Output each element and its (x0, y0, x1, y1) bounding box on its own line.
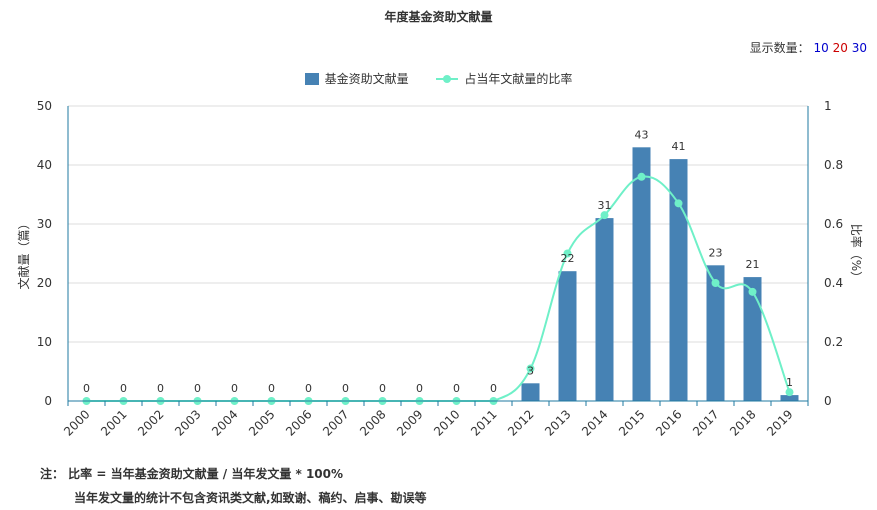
y-axis-title: 文献量（篇） (16, 217, 31, 289)
chart-title: 年度基金资助文献量 (384, 10, 493, 24)
y-tick-label: 10 (37, 335, 52, 349)
x-tick-label: 2008 (357, 407, 388, 438)
x-tick-label: 2007 (320, 407, 351, 438)
y-tick-label: 50 (37, 99, 52, 113)
bar-series (521, 147, 799, 401)
bar (706, 265, 725, 401)
x-tick-label: 2009 (394, 407, 425, 438)
bar (780, 395, 799, 401)
y2-tick-label: 0.6 (824, 217, 843, 231)
legend-bar-swatch-icon (304, 72, 319, 85)
bar-value-label: 0 (342, 382, 349, 395)
footnote-exclusion: 当年发文量的统计不包含资讯类文献,如致谢、稿约、启事、勘误等 (74, 491, 427, 505)
y-tick-label: 40 (37, 158, 52, 172)
bar-value-label: 22 (561, 252, 575, 265)
y2-tick-label: 1 (824, 99, 832, 113)
bar-value-label: 1 (786, 376, 793, 389)
bar-value-label: 43 (635, 128, 649, 141)
bar (743, 277, 762, 401)
display-count-label: 显示数量： (749, 41, 810, 55)
x-tick-label: 2018 (727, 407, 758, 438)
ratio-point (637, 172, 646, 181)
bar-value-label: 0 (120, 382, 127, 395)
bar-value-label: 21 (746, 258, 760, 271)
bar-value-label: 0 (416, 382, 423, 395)
x-tick-label: 2010 (431, 407, 462, 438)
bar-value-label: 0 (379, 382, 386, 395)
legend-label-funded-count: 基金资助文献量 (324, 72, 409, 86)
bar-value-label: 3 (527, 364, 534, 377)
ratio-point (563, 249, 572, 258)
display-count-selector: 显示数量： 10 20 30 (750, 39, 867, 56)
ratio-point (711, 279, 720, 287)
ratio-point (600, 211, 609, 220)
x-tick-label: 2011 (468, 407, 499, 438)
ratio-point (748, 287, 757, 296)
legend-label-ratio: 占当年文献量的比率 (464, 72, 573, 86)
y-tick-label: 0 (44, 394, 52, 408)
y2-tick-label: 0.4 (824, 276, 843, 290)
ratio-point (526, 364, 535, 373)
bar-value-label: 41 (672, 140, 686, 153)
y-tick-label: 20 (37, 276, 52, 290)
x-tick-label: 2017 (690, 407, 721, 438)
bar-value-label: 0 (268, 382, 275, 395)
bar (558, 271, 577, 401)
bar-value-label: 23 (709, 246, 723, 259)
y2-axis-title: 比率（%） (849, 224, 864, 283)
data-labels: 0 0 0 0 0 0 0 0 0 0 0 0 3 22 31 43 41 23 21 1 (83, 128, 793, 395)
bar-value-label: 0 (490, 382, 497, 395)
x-tick-label: 2015 (616, 407, 647, 438)
x-tick-label: 2000 (61, 407, 92, 438)
x-tick-label: 2012 (505, 407, 536, 438)
x-tick-label: 2006 (283, 407, 314, 438)
x-tick-label: 2014 (579, 407, 610, 438)
bar-value-label: 0 (194, 382, 201, 395)
bar (632, 147, 651, 401)
bar-value-label: 0 (157, 382, 164, 395)
bar (521, 383, 540, 401)
x-tick-label: 2001 (98, 407, 129, 438)
bar-value-label: 0 (453, 382, 460, 395)
y2-tick-label: 0 (824, 394, 832, 408)
x-tick-label: 2004 (209, 407, 240, 438)
legend-line-swatch-icon (436, 73, 459, 85)
y-tick-label: 30 (37, 217, 52, 231)
grid-lines (68, 105, 808, 343)
display-count-option-30[interactable]: 30 (851, 41, 867, 55)
x-tick-label: 2005 (246, 407, 277, 438)
footnote-formula: 注： 比率 = 当年基金资助文献量 / 当年发文量 * 100% (40, 467, 344, 481)
x-tick-label: 2013 (542, 407, 573, 438)
x-tick-label: 2016 (653, 407, 684, 438)
y2-tick-label: 0.2 (824, 335, 843, 349)
legend-item-funded-count[interactable]: 基金资助文献量 (304, 70, 409, 87)
display-count-option-10[interactable]: 10 (813, 41, 829, 55)
footnote: 注： 比率 = 当年基金资助文献量 / 当年发文量 * 100% 当年发文量的统… (40, 462, 427, 510)
bar-value-label: 0 (231, 382, 238, 395)
x-tick-label: 2003 (172, 407, 203, 438)
legend-item-ratio[interactable]: 占当年文献量的比率 (436, 70, 572, 87)
display-count-option-20[interactable]: 20 (832, 41, 848, 55)
ratio-point (785, 388, 794, 397)
x-tick-label: 2002 (135, 407, 166, 438)
bar (595, 218, 614, 401)
ratio-point (674, 199, 683, 208)
y2-tick-label: 0.8 (824, 158, 843, 172)
x-tick-label: 2019 (764, 407, 795, 438)
bar-value-label: 31 (598, 199, 612, 212)
bar-value-label: 0 (305, 382, 312, 395)
bar (669, 159, 688, 401)
bar-value-label: 0 (83, 382, 90, 395)
chart-legend: 基金资助文献量 占当年文献量的比率 (0, 70, 877, 88)
